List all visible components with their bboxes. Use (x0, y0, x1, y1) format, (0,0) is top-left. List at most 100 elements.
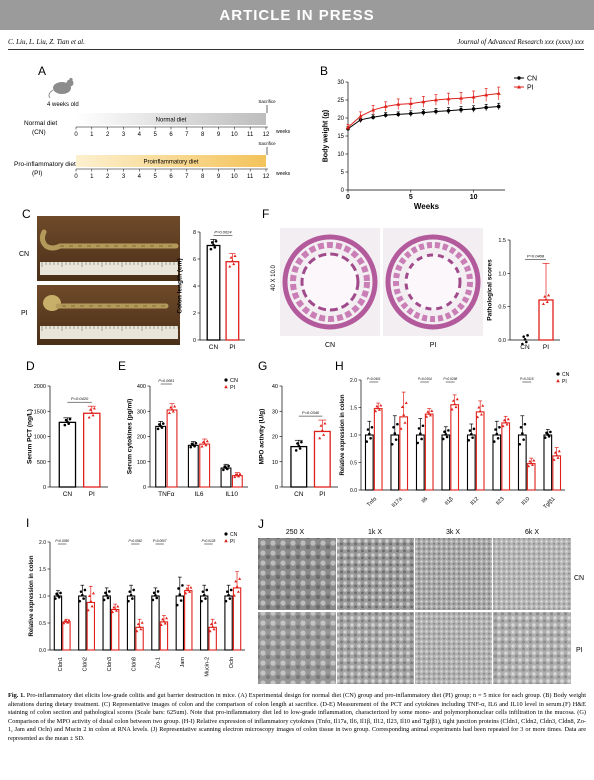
normal-diet-bar-label: Normal diet (156, 118, 187, 124)
data-point (211, 625, 215, 628)
panel-label: B (320, 64, 328, 78)
panel-label: D (26, 359, 35, 373)
week-tick-label: 6 (169, 132, 173, 138)
data-point (532, 458, 536, 462)
data-point (92, 406, 96, 410)
data-point (455, 397, 459, 401)
x-tick-label: PI (89, 491, 95, 498)
data-point (203, 442, 207, 445)
bar (159, 621, 169, 651)
y-tick-label: 1.0 (498, 271, 506, 277)
data-point (210, 241, 214, 244)
panel-j-sem-images: J 250 X 1k X 3k X 6k X CN PI (258, 517, 584, 684)
running-header-authors: C. Liu, L. Liu, Z. Tian et al. (8, 38, 85, 46)
p-value-label: P=0.0024 (214, 229, 232, 234)
bar (492, 434, 502, 491)
data-point (441, 437, 445, 441)
data-point (66, 420, 69, 424)
data-point (416, 441, 420, 445)
p-value-label: P=0.0050 (55, 539, 69, 543)
data-point (498, 426, 501, 429)
bar (155, 425, 167, 488)
week-tick-label: 3 (122, 174, 126, 180)
panel-c-colon-photos: C CN PI (19, 207, 180, 345)
data-point (102, 598, 106, 602)
week-tick-label: 0 (74, 132, 78, 138)
bar (290, 445, 308, 488)
p-value-label: P=0.0115 (520, 377, 534, 381)
x-tick-label: PI (229, 344, 235, 351)
y-tick-label: 500 (37, 460, 46, 466)
x-tick-label: Tnfα (366, 496, 379, 509)
data-point (131, 597, 134, 600)
bar (225, 261, 240, 341)
y-axis-label: Serum PCT (ng/L) (26, 409, 33, 464)
y-tick-label: 0 (43, 485, 46, 491)
bar (313, 430, 331, 488)
data-point (233, 475, 237, 479)
data-point (87, 415, 91, 419)
data-point (421, 99, 426, 104)
colon-photo-cn (37, 216, 180, 281)
data-point (214, 239, 218, 243)
data-point (236, 590, 240, 593)
data-point (300, 440, 303, 444)
data-point (396, 102, 401, 106)
week-tick-label: 3 (122, 132, 126, 138)
data-point (151, 598, 155, 602)
legend-marker-cn (224, 378, 228, 382)
data-point (294, 449, 298, 452)
y-tick-label: 1.5 (498, 238, 506, 244)
p-value-label: P=0.0401 (367, 377, 381, 381)
y-tick-label: 0 (341, 188, 345, 194)
data-point (105, 594, 108, 597)
legend-label-pi: PI (527, 85, 534, 92)
y-tick-label: 40 (272, 384, 278, 390)
data-point (230, 259, 234, 262)
y-tick-label: 1.0 (350, 433, 357, 439)
data-point (453, 402, 457, 405)
data-point (57, 595, 61, 599)
legend-marker-cn (556, 372, 560, 376)
data-point (162, 619, 166, 623)
p-value-label: P=0.0340 (302, 410, 320, 415)
x-axis-label: Weeks (414, 202, 440, 211)
legend-label-cn: CN (230, 378, 238, 384)
data-point (543, 436, 547, 439)
y-tick-label: 30 (272, 409, 278, 415)
data-point (552, 458, 556, 461)
he-col-pi: PI (430, 342, 437, 349)
bar (475, 411, 485, 491)
x-tick-label: Ocln (229, 657, 235, 668)
sem-pi-3kx (415, 612, 492, 684)
bar (543, 434, 553, 491)
data-point (556, 456, 560, 459)
data-point (193, 444, 196, 448)
y-tick-label: 30 (337, 80, 344, 86)
data-point (167, 411, 171, 415)
data-point (419, 432, 422, 435)
data-point (494, 428, 497, 431)
data-point (447, 429, 450, 432)
data-point (444, 433, 448, 436)
bar (373, 408, 383, 491)
data-point (228, 597, 232, 600)
week-tick-label: 9 (217, 132, 221, 138)
data-point (107, 590, 111, 593)
y-tick-label: 6 (193, 257, 196, 263)
y-tick-label: 0.5 (350, 461, 357, 467)
data-point (156, 427, 160, 431)
data-point (135, 629, 139, 633)
y-axis-label: Relative expression in colon (29, 555, 35, 636)
panel-e-serum-cytokines-chart: E 0 100 200 300 400 Serum cytokines (pg/ml) TNF… (118, 359, 248, 498)
x-tick-label: CN (209, 344, 219, 351)
sem-pi-250x (258, 612, 336, 684)
y-tick-label: 10 (337, 152, 344, 158)
week-tick-label: 1 (90, 174, 94, 180)
data-point (451, 399, 455, 402)
panel-g-mpo-chart: G 0 10 20 30 40 MPO activity (U/g) CN PI P=0.0340 (258, 359, 338, 498)
week-tick-label: 2 (106, 132, 110, 138)
panel-label: H (335, 359, 344, 373)
y-axis-label: MPO activity (U/g) (258, 409, 265, 465)
data-point (205, 588, 209, 592)
